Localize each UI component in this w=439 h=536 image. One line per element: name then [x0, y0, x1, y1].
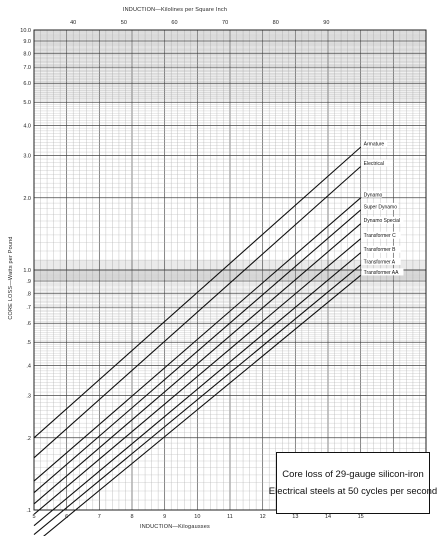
series-label: Transformer A — [364, 259, 396, 265]
series-label-bg — [361, 216, 404, 224]
series-label-bg — [361, 231, 401, 239]
series-label: Electrical — [364, 161, 384, 167]
series-label: Armature — [364, 142, 385, 148]
series-label-bg — [361, 190, 382, 198]
x-tick-label: 15 — [358, 514, 364, 520]
x-tick-label: 9 — [163, 514, 166, 520]
series-line — [33, 209, 362, 494]
series-label-bg — [361, 257, 401, 265]
series-label: Dynamo Special — [364, 218, 400, 224]
series-label-bg — [361, 202, 399, 210]
series-label-bg — [361, 245, 401, 253]
x2-tick-label: 90 — [323, 20, 329, 26]
y-tick-label: .1 — [26, 508, 31, 514]
series-label: Transformer C — [364, 233, 396, 239]
y-tick-label: .9 — [26, 279, 31, 285]
series-line — [33, 223, 362, 505]
plot-grid — [33, 29, 427, 511]
chart-caption-box: Core loss of 29-gauge silicon-iron Elect… — [269, 452, 437, 514]
x-tick-label: 7 — [98, 514, 101, 520]
y-tick-label: 9.0 — [23, 39, 31, 45]
x2-tick-label: 40 — [70, 20, 76, 26]
y-tick-label: 4.0 — [23, 124, 31, 130]
x-tick-label: 6 — [65, 514, 68, 520]
series-line — [33, 146, 362, 439]
y-tick-label: .3 — [26, 393, 31, 399]
series-lines — [33, 146, 362, 536]
y-axis-title: CORE LOSS—Watts per Pound — [8, 236, 14, 319]
y-tick-label: 8.0 — [23, 51, 31, 57]
series-label-bg — [361, 268, 404, 276]
tick-labels: 5 6 7 8 9 10 11 12 13 14 15 40 50 60 70 80 90 10.0 9.0 8.0 7… — [20, 20, 363, 520]
y-tick-label: 6.0 — [23, 81, 31, 87]
y-tick-label: .8 — [26, 291, 31, 297]
y-tick-label: 10.0 — [20, 28, 31, 34]
x-tick-label: 8 — [130, 514, 133, 520]
x-axis-title: INDUCTION—Kilogausses — [140, 524, 210, 530]
series-line — [33, 197, 362, 482]
y-tick-label: .5 — [26, 340, 31, 346]
series-label: Super Dynamo — [364, 204, 398, 210]
x2-tick-label: 80 — [273, 20, 279, 26]
y-tick-label: 1.0 — [23, 268, 31, 274]
series-line — [33, 166, 362, 459]
x-tick-label: 11 — [227, 514, 233, 520]
series-label: Dynamo — [364, 192, 383, 198]
chart-subtitle: Electrical steels at 50 cycles per secon… — [268, 486, 438, 497]
x2-tick-label: 70 — [222, 20, 228, 26]
series-label: Transformer AA — [364, 270, 399, 276]
y-tick-label: 3.0 — [23, 153, 31, 159]
y-tick-label: .4 — [26, 364, 31, 370]
x-tick-label: 5 — [32, 514, 35, 520]
series-line — [33, 238, 362, 515]
chart-title: Core loss of 29-gauge silicon-iron — [282, 469, 424, 480]
x-tick-label: 14 — [325, 514, 331, 520]
y-tick-label: 7.0 — [23, 65, 31, 71]
x2-axis-title: INDUCTION—Kilolines per Square Inch — [123, 7, 227, 13]
y-tick-label: .6 — [26, 321, 31, 327]
series-line — [43, 274, 362, 536]
series-labels: Armature Electrical Dynamo Super Dynamo Dyna… — [361, 140, 404, 276]
x-tick-label: 13 — [292, 514, 298, 520]
plot-frame — [33, 29, 427, 511]
y-tick-label: 2.0 — [23, 196, 31, 202]
series-label-bg — [361, 159, 393, 167]
x2-tick-label: 60 — [171, 20, 177, 26]
y-tick-label: .2 — [26, 436, 31, 442]
x-tick-label: 10 — [194, 514, 200, 520]
series-line — [33, 252, 362, 527]
y-tick-label: 5.0 — [23, 100, 31, 106]
x-tick-label: 12 — [260, 514, 266, 520]
series-label-bg — [361, 140, 388, 148]
y-tick-label: .7 — [26, 305, 31, 311]
top-band — [34, 30, 426, 100]
series-line — [33, 264, 362, 536]
x2-tick-label: 50 — [121, 20, 127, 26]
series-label: Transformer B — [364, 247, 396, 253]
decade-band — [34, 260, 426, 280]
